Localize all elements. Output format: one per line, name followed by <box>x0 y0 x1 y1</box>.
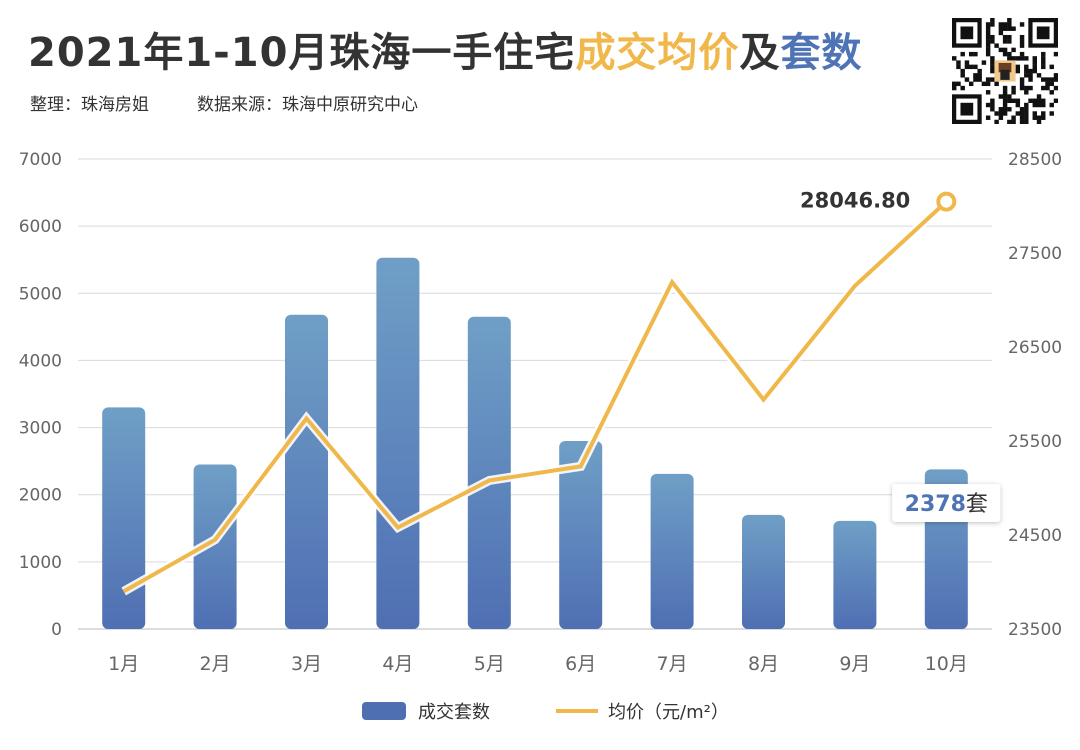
right-axis-tick-label: 28500 <box>1008 150 1062 170</box>
right-axis-tick-label: 26500 <box>1008 338 1062 358</box>
left-axis-tick-label: 0 <box>51 620 62 640</box>
last-count-unit: 套 <box>966 492 988 517</box>
left-axis-tick-label: 1000 <box>19 553 62 573</box>
legend-label-price: 均价（元/m²） <box>608 702 729 723</box>
last-count-label: 2378套 <box>905 492 988 517</box>
right-axis-tick-label: 24500 <box>1008 526 1062 546</box>
x-axis-tick-label: 5月 <box>474 653 505 675</box>
bar-8 <box>742 515 785 629</box>
price-line <box>124 202 947 592</box>
price-line-halo <box>124 202 947 592</box>
x-axis-tick-label: 8月 <box>748 653 779 675</box>
x-axis-tick-label: 4月 <box>382 653 413 675</box>
x-axis-tick-label: 3月 <box>291 653 322 675</box>
left-axis-tick-label: 4000 <box>19 351 62 371</box>
right-axis-tick-label: 27500 <box>1008 244 1062 264</box>
right-axis-tick-label: 23500 <box>1008 620 1062 640</box>
x-axis-tick-label: 10月 <box>925 653 968 675</box>
bar-5 <box>468 317 511 629</box>
last-count-number: 2378 <box>905 492 966 517</box>
left-axis-tick-label: 6000 <box>19 217 62 237</box>
left-axis-tick-label: 3000 <box>19 419 62 439</box>
right-axis-tick-label: 25500 <box>1008 432 1062 452</box>
legend-swatch-bar <box>362 702 406 720</box>
bar-4 <box>376 258 419 629</box>
x-axis-tick-label: 7月 <box>657 653 688 675</box>
bar-9 <box>833 521 876 629</box>
combo-chart: 0 1000 2000 3000 4000 5000 6000 7000 23500 24500 2… <box>0 0 1080 750</box>
left-axis-tick-label: 5000 <box>19 284 62 304</box>
bar-3 <box>285 315 328 629</box>
left-axis-tick-label: 7000 <box>19 150 62 170</box>
bar-7 <box>651 474 694 629</box>
left-axis-tick-label: 2000 <box>19 486 62 506</box>
bar-1 <box>102 407 145 629</box>
x-axis-tick-label: 2月 <box>200 653 231 675</box>
x-axis-tick-label: 1月 <box>108 653 139 675</box>
x-axis-tick-label: 9月 <box>839 653 870 675</box>
price-endpoint-marker <box>938 194 954 210</box>
x-axis-tick-label: 6月 <box>565 653 596 675</box>
legend-label-count: 成交套数 <box>418 702 490 723</box>
last-price-label: 28046.80 <box>800 189 910 213</box>
